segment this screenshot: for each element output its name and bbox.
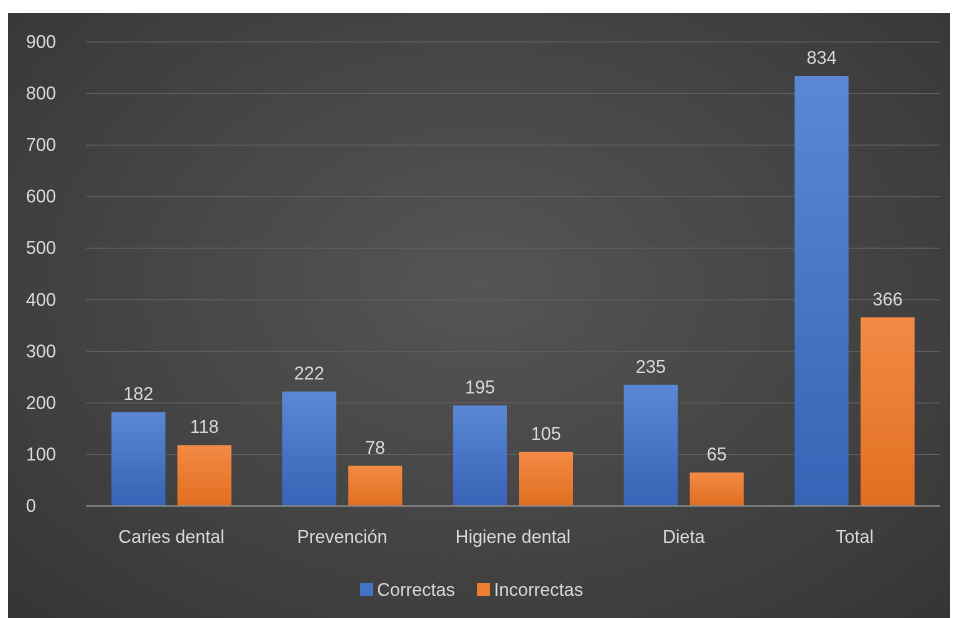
chart-area: 0 100 200 300 400 500 600 700 800 900 182 118 222 78…: [8, 13, 950, 618]
bar-incorrectas-4: [860, 317, 915, 506]
bar-correctas-1: [282, 391, 337, 506]
y-tick-label: 800: [26, 84, 56, 104]
y-tick-label: 100: [26, 444, 56, 464]
category-label: Caries dental: [118, 527, 224, 547]
data-label-correctas-2: 195: [465, 377, 495, 397]
y-tick-label: 400: [26, 290, 56, 310]
bar-correctas-3: [623, 384, 678, 506]
y-tick-label: 900: [26, 32, 56, 52]
bars: [111, 76, 915, 506]
bar-incorrectas-2: [519, 451, 573, 506]
data-label-incorrectas-0: 118: [190, 417, 219, 437]
legend-swatch-incorrectas: [477, 583, 491, 596]
data-label-correctas-3: 235: [636, 357, 666, 377]
legend-swatch-correctas: [360, 583, 373, 596]
y-tick-label: 600: [26, 187, 56, 207]
y-tick-label: 700: [26, 135, 56, 155]
data-labels: 182 118 222 78 195 105 235 65 834 366: [123, 48, 902, 464]
y-axis: 0 100 200 300 400 500 600 700 800 900: [26, 32, 56, 516]
legend-label-incorrectas: Incorrectas: [494, 580, 583, 600]
y-tick-label: 200: [26, 393, 56, 413]
data-label-correctas-0: 182: [123, 384, 153, 404]
category-label: Higiene dental: [455, 527, 570, 547]
category-label: Total: [836, 527, 874, 547]
data-label-incorrectas-2: 105: [531, 424, 561, 444]
legend-label-correctas: Correctas: [377, 580, 455, 600]
bar-incorrectas-3: [689, 472, 744, 506]
legend: Correctas Incorrectas: [360, 580, 583, 600]
y-tick-label: 0: [26, 496, 36, 516]
bar-incorrectas-1: [348, 465, 403, 506]
data-label-correctas-4: 834: [807, 48, 837, 68]
data-label-incorrectas-3: 65: [707, 444, 727, 464]
data-label-correctas-1: 222: [294, 364, 324, 384]
gridlines: [86, 41, 940, 455]
bar-correctas-0: [111, 412, 166, 506]
bar-chart: 0 100 200 300 400 500 600 700 800 900 182 118 222 78…: [26, 32, 940, 600]
bar-correctas-4: [794, 76, 849, 506]
y-tick-label: 500: [26, 238, 56, 258]
data-label-incorrectas-4: 366: [873, 289, 903, 309]
x-axis: Caries dental Prevención Higiene dental Die…: [86, 505, 940, 547]
category-label: Prevención: [297, 527, 387, 547]
bar-correctas-2: [453, 405, 507, 506]
data-label-incorrectas-1: 78: [365, 438, 385, 458]
y-tick-label: 300: [26, 341, 56, 361]
bar-incorrectas-0: [177, 445, 232, 506]
category-label: Dieta: [663, 527, 706, 547]
